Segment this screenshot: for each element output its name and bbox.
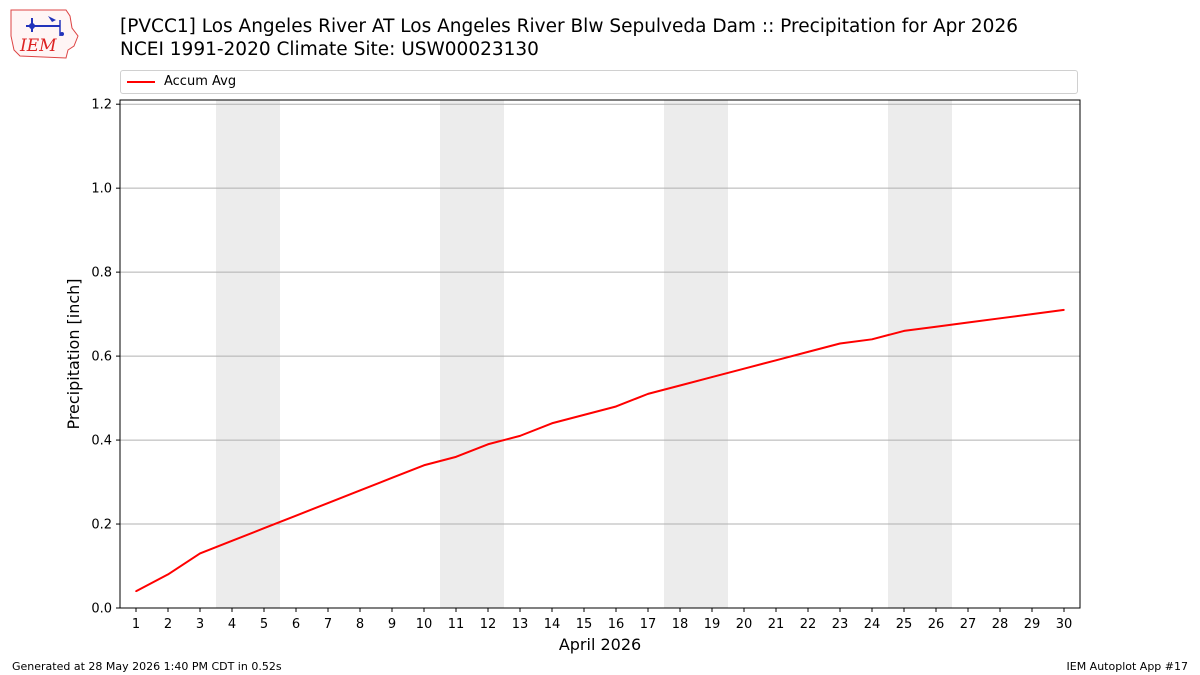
x-tick-label: 18 [672, 617, 689, 632]
data-point [519, 435, 521, 437]
logo-text: IEM [19, 36, 57, 56]
chart-subtitle: NCEI 1991-2020 Climate Site: USW00023130 [120, 39, 539, 60]
x-tick-label: 10 [416, 617, 433, 632]
legend-label-accum-avg: Accum Avg [164, 74, 237, 89]
x-tick-label: 3 [196, 617, 204, 632]
x-tick-label: 11 [448, 617, 465, 632]
x-tick-label: 26 [928, 617, 945, 632]
y-axis-label: Precipitation [inch] [64, 278, 83, 429]
data-point [679, 384, 681, 387]
data-point [807, 351, 809, 353]
x-tick-label: 5 [260, 617, 268, 632]
autoplot-app-label: IEM Autoplot App #17 [1066, 660, 1189, 673]
y-tick-label: 0.2 [91, 518, 112, 533]
y-tick-label: 1.2 [91, 98, 112, 113]
data-point [743, 367, 745, 370]
data-point [263, 527, 265, 530]
plot-frame [119, 99, 1081, 609]
data-point [551, 422, 553, 425]
x-axis-label: April 2026 [559, 635, 641, 654]
x-tick-label: 12 [480, 617, 497, 632]
weekend-band [664, 100, 728, 608]
x-tick-label: 25 [896, 617, 913, 632]
data-point [295, 514, 297, 517]
data-point [583, 414, 585, 416]
data-point [423, 464, 425, 467]
weekend-band [440, 100, 504, 608]
x-tick-label: 16 [608, 617, 625, 632]
x-tick-label: 24 [864, 617, 881, 632]
data-point [487, 443, 489, 446]
data-point [999, 317, 1001, 320]
x-tick-label: 2 [164, 617, 172, 632]
y-tick-label: 0.6 [91, 350, 112, 365]
legend-swatch [127, 81, 155, 83]
weekend-band [888, 100, 952, 608]
chart-title: [PVCC1] Los Angeles River AT Los Angeles… [120, 16, 1018, 37]
x-tick-label: 27 [960, 617, 977, 632]
x-tick-label: 9 [388, 617, 396, 632]
x-tick-label: 13 [512, 617, 529, 632]
data-point [327, 502, 329, 504]
data-point [775, 359, 777, 362]
data-point [711, 376, 713, 378]
data-point [871, 338, 873, 341]
x-tick-label: 21 [768, 617, 785, 632]
x-tick-label: 7 [324, 617, 332, 632]
y-tick-label: 0.8 [91, 266, 112, 281]
x-tick-label: 14 [544, 617, 561, 632]
data-point [839, 342, 841, 345]
x-tick-label: 8 [356, 617, 364, 632]
x-tick-label: 23 [832, 617, 849, 632]
y-tick-label: 0.0 [91, 602, 112, 617]
data-point [391, 477, 393, 479]
legend: Accum Avg [120, 70, 1078, 94]
generated-timestamp: Generated at 28 May 2026 1:40 PM CDT in … [12, 660, 282, 673]
x-tick-label: 6 [292, 617, 300, 632]
data-point [135, 590, 137, 593]
x-tick-label: 17 [640, 617, 657, 632]
x-tick-label: 19 [704, 617, 721, 632]
data-point [1063, 309, 1065, 311]
x-tick-label: 28 [992, 617, 1009, 632]
data-point [615, 405, 617, 408]
y-tick-label: 1.0 [91, 182, 112, 197]
data-point [903, 330, 905, 332]
series-line-accum-avg [135, 308, 1065, 593]
x-tick-label: 22 [800, 617, 817, 632]
data-point [455, 456, 457, 458]
x-tick-label: 4 [228, 617, 236, 632]
weekend-band [216, 100, 280, 608]
data-point [967, 321, 969, 324]
x-tick-label: 29 [1024, 617, 1041, 632]
x-tick-label: 1 [132, 617, 140, 632]
data-point [359, 489, 361, 492]
x-tick-label: 15 [576, 617, 593, 632]
data-point [199, 552, 201, 555]
iem-logo: IEM [10, 9, 79, 59]
data-point [167, 573, 169, 576]
data-point [647, 393, 649, 395]
x-tick-label: 30 [1056, 617, 1073, 632]
y-tick-label: 0.4 [91, 434, 112, 449]
data-point [1031, 313, 1033, 315]
data-point [935, 325, 937, 328]
data-point [231, 540, 233, 542]
x-tick-label: 20 [736, 617, 753, 632]
